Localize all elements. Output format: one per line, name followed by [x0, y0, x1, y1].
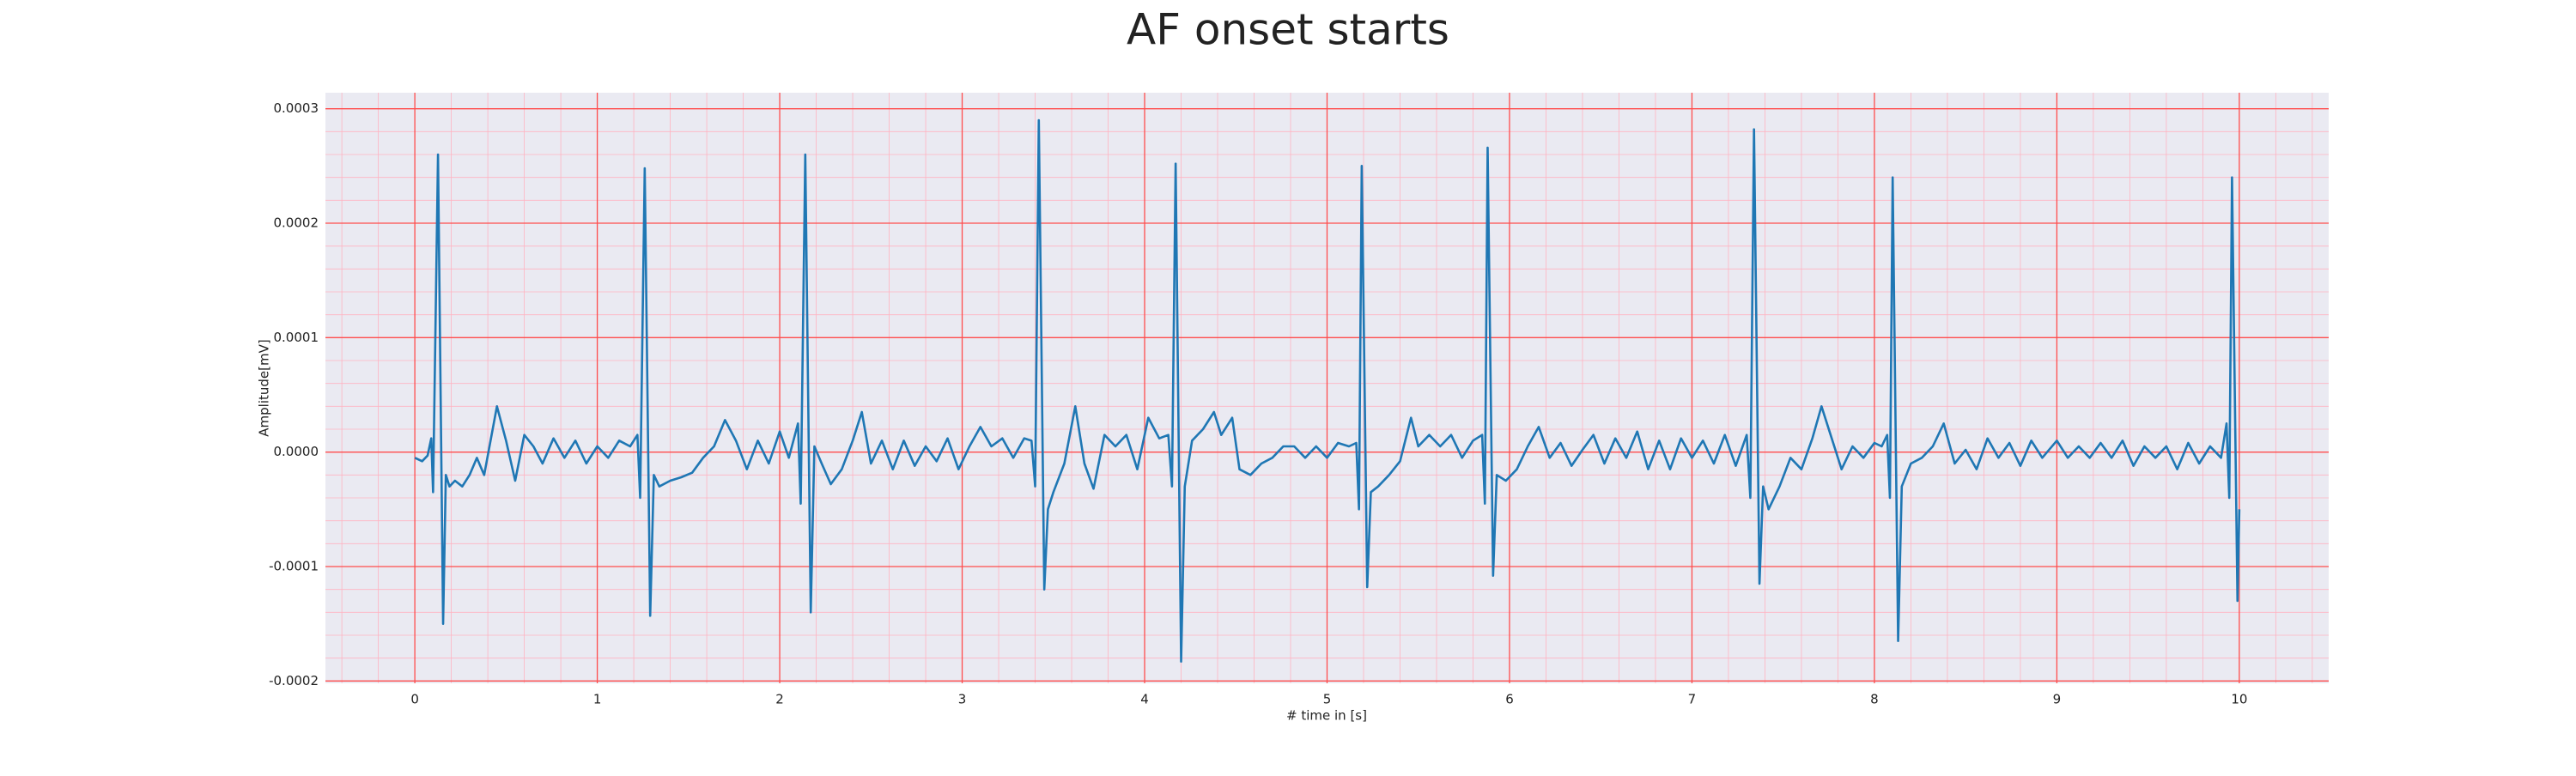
y-tick-label: 0.0003 — [274, 100, 319, 116]
x-tick-label: 4 — [1140, 692, 1149, 707]
x-tick-label: 9 — [2053, 692, 2062, 707]
x-tick-label: 5 — [1323, 692, 1332, 707]
ecg-line — [414, 118, 2241, 663]
chart-title: AF onset starts — [1127, 5, 1449, 55]
y-axis-label: Amplitude[mV] — [257, 339, 272, 436]
y-tick-label: 0.0001 — [274, 330, 319, 345]
x-tick-label: 0 — [410, 692, 419, 707]
y-tick-label: -0.0002 — [269, 673, 319, 688]
y-tick-label: -0.0001 — [269, 559, 319, 574]
x-tick-label: 10 — [2231, 692, 2247, 707]
x-tick-label: 2 — [775, 692, 784, 707]
y-tick-label: 0.0002 — [274, 215, 319, 231]
x-tick-label: 1 — [593, 692, 602, 707]
y-tick-label: 0.0000 — [274, 444, 319, 459]
x-tick-label: 8 — [1870, 692, 1879, 707]
x-tick-label: 7 — [1688, 692, 1697, 707]
x-tick-label: 6 — [1505, 692, 1514, 707]
x-tick-label: 3 — [958, 692, 967, 707]
x-axis-label: # time in [s] — [1286, 708, 1367, 724]
